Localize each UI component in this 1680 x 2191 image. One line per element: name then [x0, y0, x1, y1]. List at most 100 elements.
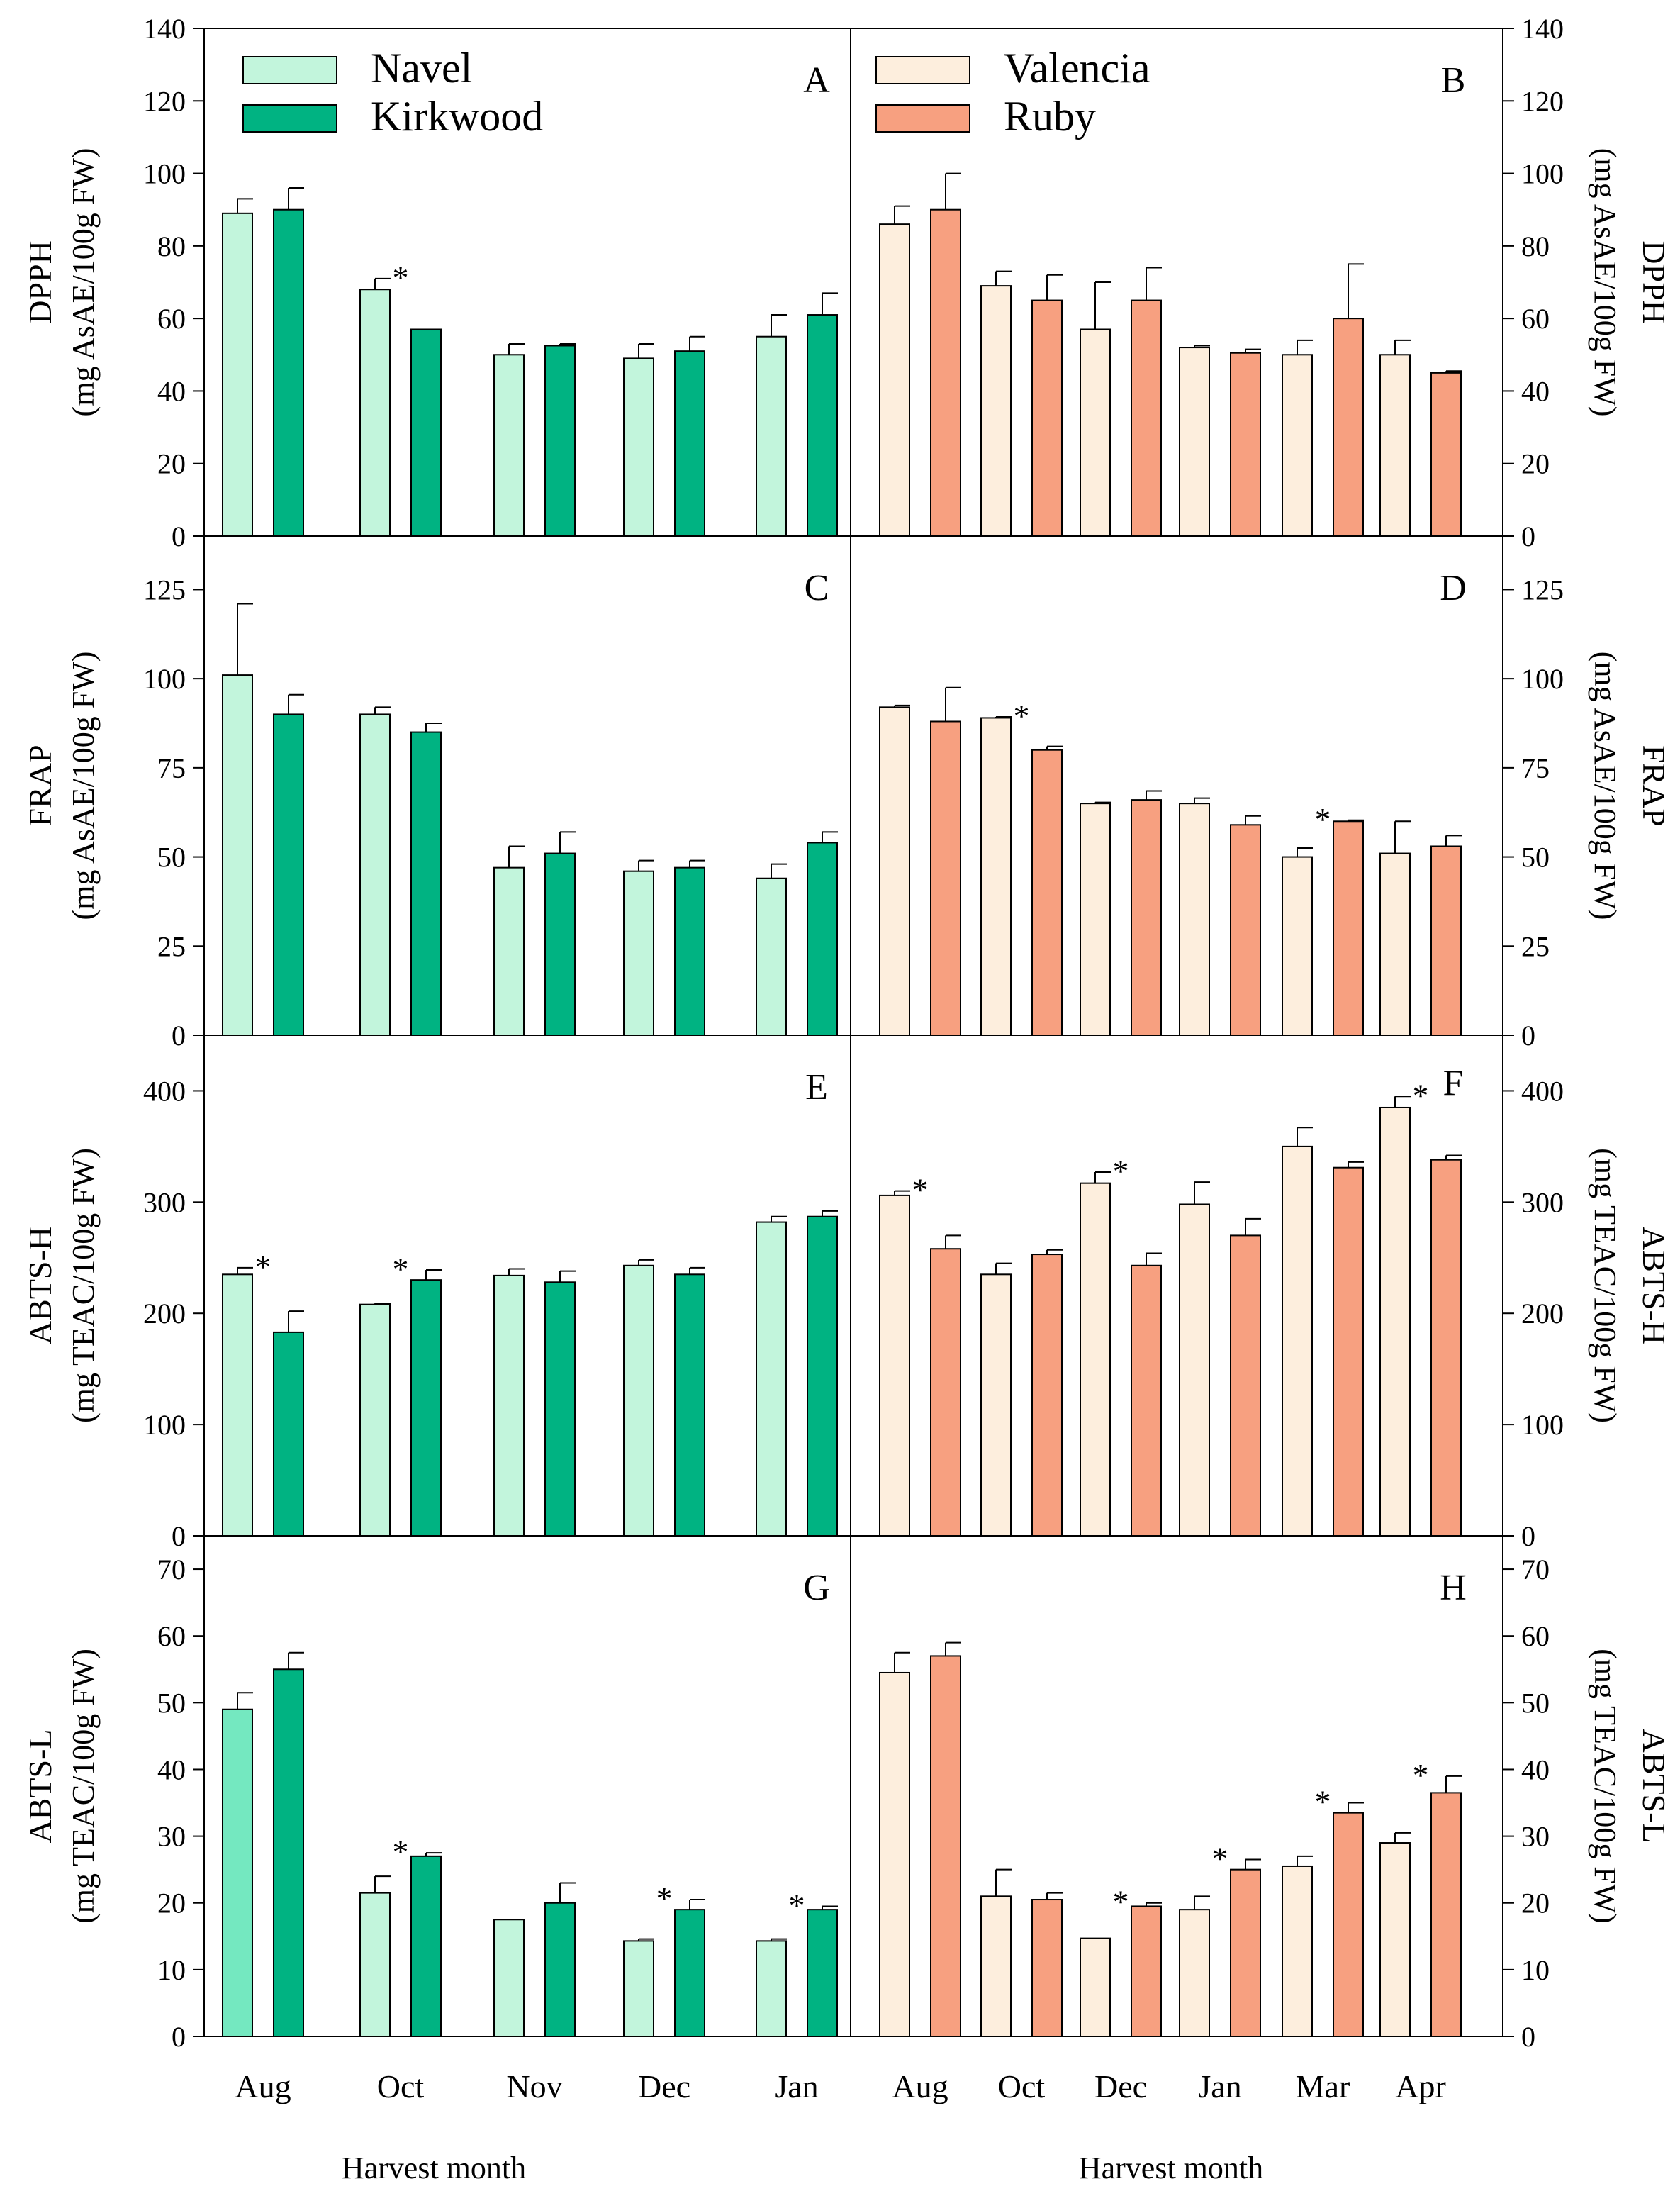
y-axis-title-d: FRAP	[1636, 745, 1672, 826]
y-tick-label-a: 40	[157, 375, 186, 407]
bar-g-navel-dec	[623, 1940, 654, 2038]
y-tick-label-g: 70	[157, 1554, 186, 1585]
bar-e-navel-oct	[359, 1303, 391, 1537]
y-axis-unit-d: (mg AsAE/100g FW)	[1588, 652, 1623, 920]
bar-g-kirkwood-dec	[674, 1909, 705, 2038]
bar-f-ruby-oct	[1031, 1254, 1063, 1537]
bar-h-ruby-aug	[930, 1655, 961, 2037]
bar-h-valencia-jan	[1179, 1909, 1210, 2038]
bar-g-kirkwood-oct	[410, 1855, 442, 2038]
bar-e-kirkwood-nov	[544, 1281, 576, 1537]
y-tick-label-g: 20	[157, 1888, 186, 1919]
y-tick-label-f: 400	[1521, 1075, 1564, 1107]
bar-g-navel-nov	[493, 1919, 525, 2037]
bar-h-valencia-mar	[1282, 1865, 1313, 2037]
significance-star-d-mar: *	[1315, 801, 1331, 837]
bar-h-ruby-oct	[1031, 1899, 1063, 2037]
bar-c-kirkwood-aug	[273, 713, 304, 1037]
legend-label-valencia: Valencia	[1004, 45, 1150, 91]
y-axis-unit-e: (mg TEAC/100g FW)	[66, 1148, 101, 1423]
y-tick-label-b: 80	[1521, 230, 1550, 262]
legend-label-kirkwood: Kirkwood	[371, 93, 543, 140]
y-tick-label-b: 0	[1521, 520, 1535, 552]
significance-star-h-mar: *	[1315, 1784, 1331, 1820]
bar-a-navel-jan	[756, 335, 787, 537]
bar-h-ruby-mar	[1333, 1812, 1364, 2037]
y-tick-label-c: 75	[157, 752, 186, 784]
x-tick-label-h-dec: Dec	[1094, 2068, 1147, 2104]
x-tick-label-h-oct: Oct	[998, 2068, 1046, 2104]
y-tick-label-e: 100	[143, 1409, 186, 1441]
bar-c-navel-oct	[359, 713, 391, 1037]
panel-letter-d: D	[1440, 568, 1467, 608]
bar-e-kirkwood-dec	[674, 1273, 705, 1537]
bar-c-kirkwood-nov	[544, 852, 576, 1036]
x-tick-label-g-dec: Dec	[638, 2068, 690, 2104]
bar-c-kirkwood-oct	[410, 731, 442, 1036]
bar-d-valencia-dec	[1080, 803, 1111, 1036]
bar-a-kirkwood-oct	[410, 328, 442, 537]
bar-f-valencia-dec	[1080, 1182, 1111, 1537]
bar-c-navel-dec	[623, 870, 654, 1036]
bar-d-ruby-oct	[1031, 749, 1063, 1036]
y-tick-label-d: 25	[1521, 930, 1550, 962]
legend-swatch-valencia	[875, 56, 970, 84]
bar-e-navel-dec	[623, 1264, 654, 1537]
y-tick-label-g: 10	[157, 1954, 186, 1986]
y-tick-label-e: 200	[143, 1298, 186, 1329]
y-tick-label-h: 40	[1521, 1754, 1550, 1785]
bar-h-valencia-dec	[1080, 1937, 1111, 2038]
bar-b-ruby-dec	[1131, 299, 1162, 537]
bar-b-valencia-dec	[1080, 328, 1111, 537]
significance-star-h-dec: *	[1113, 1884, 1129, 1920]
panel-letter-g: G	[803, 1568, 830, 1608]
significance-star-h-jan: *	[1212, 1841, 1228, 1877]
y-tick-label-a: 80	[157, 230, 186, 262]
bar-d-ruby-aug	[930, 720, 961, 1036]
y-tick-label-a: 140	[143, 13, 186, 45]
bar-f-ruby-dec	[1131, 1264, 1162, 1537]
bar-d-valencia-jan	[1179, 803, 1210, 1036]
bar-d-ruby-jan	[1230, 824, 1261, 1037]
bar-h-ruby-jan	[1230, 1868, 1261, 2038]
y-tick-label-h: 60	[1521, 1620, 1550, 1652]
legend-label-ruby: Ruby	[1004, 93, 1096, 140]
panel-letter-b: B	[1441, 60, 1466, 101]
bar-h-ruby-apr	[1430, 1792, 1462, 2037]
bar-f-valencia-jan	[1179, 1203, 1210, 1537]
bar-e-kirkwood-aug	[273, 1331, 304, 1537]
y-tick-label-h: 70	[1521, 1554, 1550, 1585]
x-tick-label-h-aug: Aug	[892, 2068, 948, 2104]
x-tick-label-h-mar: Mar	[1296, 2068, 1350, 2104]
bar-a-navel-aug	[222, 212, 253, 537]
panel-frame	[193, 28, 1514, 2037]
y-tick-label-b: 140	[1521, 13, 1564, 45]
y-tick-label-a: 20	[157, 448, 186, 480]
y-tick-label-d: 75	[1521, 752, 1550, 784]
bar-e-kirkwood-jan	[807, 1215, 838, 1537]
bar-d-valencia-apr	[1379, 852, 1411, 1036]
panel-letter-h: H	[1440, 1568, 1467, 1608]
y-axis-unit-b: (mg AsAE/100g FW)	[1588, 148, 1623, 417]
x-tick-label-h-apr: Apr	[1395, 2068, 1446, 2104]
y-tick-label-a: 0	[172, 520, 186, 552]
y-tick-label-d: 100	[1521, 663, 1564, 695]
y-axis-title-e: ABTS-H	[22, 1227, 58, 1344]
y-axis-title-a: DPPH	[22, 240, 58, 324]
significance-star-g-jan: *	[789, 1887, 805, 1923]
significance-star-g-dec: *	[656, 1880, 673, 1917]
bar-g-navel-aug	[222, 1708, 253, 2037]
y-axis-unit-f: (mg TEAC/100g FW)	[1588, 1148, 1623, 1423]
y-tick-label-d: 50	[1521, 842, 1550, 874]
bar-f-valencia-aug	[879, 1194, 910, 1537]
y-tick-label-h: 50	[1521, 1687, 1550, 1719]
bar-a-kirkwood-jan	[807, 314, 838, 537]
bar-d-valencia-oct	[980, 717, 1012, 1036]
bar-e-navel-jan	[756, 1221, 787, 1537]
y-tick-label-g: 60	[157, 1620, 186, 1652]
bar-b-valencia-jan	[1179, 347, 1210, 537]
significance-star-h-apr: *	[1413, 1757, 1429, 1793]
y-tick-label-c: 0	[172, 1020, 186, 1052]
y-tick-label-d: 0	[1521, 1020, 1535, 1052]
